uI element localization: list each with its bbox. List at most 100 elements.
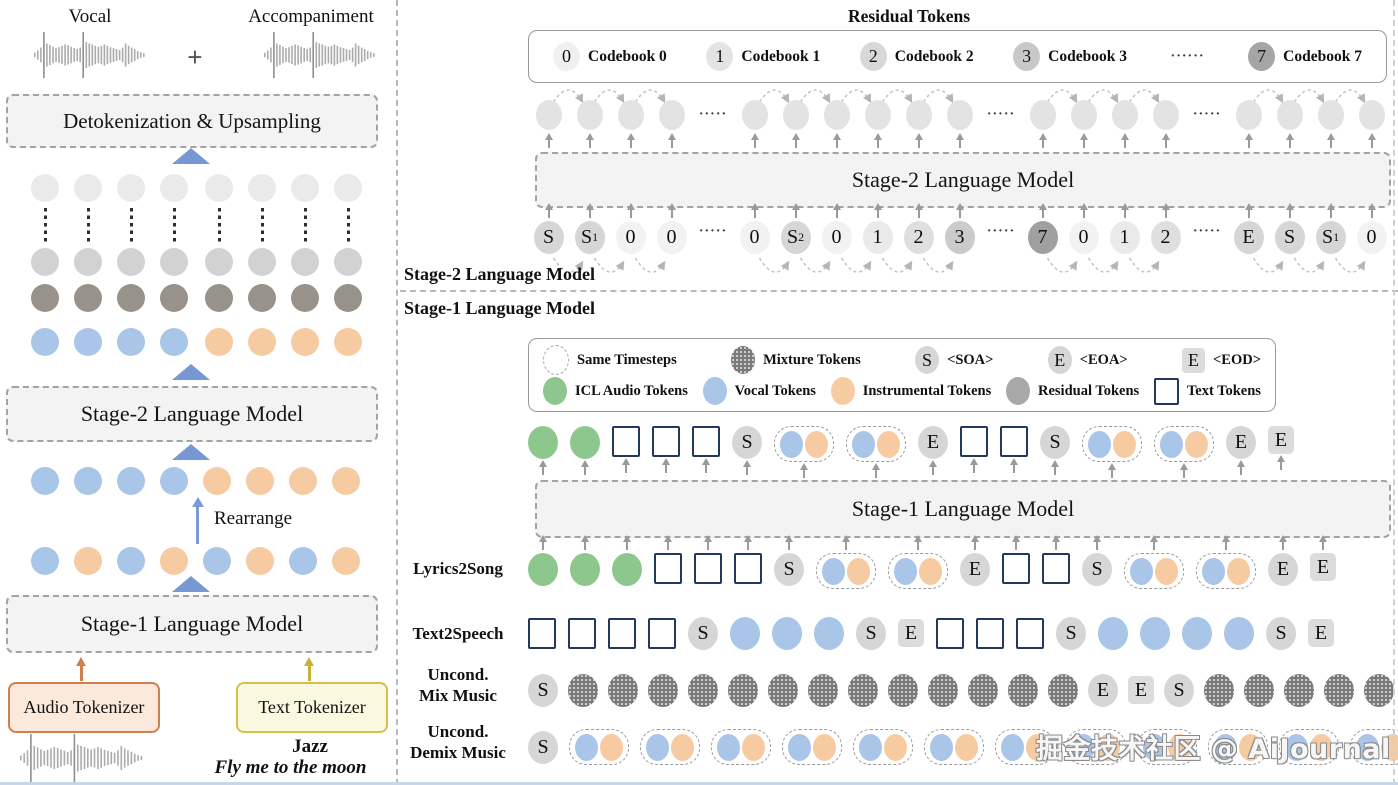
- grid-token-circle: [117, 328, 145, 356]
- output-circle-slot: [775, 100, 816, 148]
- up-arrow-icon: [539, 535, 547, 550]
- grid-token-circle: [248, 248, 276, 276]
- up-arrow-icon: [1120, 203, 1129, 218]
- mixture-token-icon: [731, 346, 756, 374]
- output-circle-slot: [898, 100, 939, 148]
- up-arrow-icon: [914, 203, 923, 218]
- residual-output-circle: [617, 100, 644, 130]
- input-token-slot: 2: [898, 203, 939, 254]
- soa-token: S: [774, 553, 804, 586]
- bottom-border: [0, 782, 1398, 785]
- up-arrow-icon: [622, 458, 630, 473]
- legend-item: ICL Audio Tokens: [543, 377, 688, 405]
- up-arrow-icon: [785, 535, 793, 550]
- up-arrow-icon: [873, 133, 882, 148]
- output-circle-slot: [1104, 100, 1145, 148]
- up-arrow-icon: [955, 203, 964, 218]
- up-arrow-icon: [1038, 203, 1047, 218]
- token-circle: [289, 467, 317, 495]
- text-token: [608, 617, 636, 649]
- vocal-token: [1001, 733, 1024, 761]
- up-arrow-icon: [1279, 535, 1287, 550]
- up-arrow-icon: [914, 535, 922, 550]
- left-stage2-model-box: Stage-2 Language Model: [6, 386, 378, 442]
- up-arrow-icon: [585, 203, 594, 218]
- vocal-token: [575, 733, 598, 761]
- instrumental-token: [1168, 733, 1191, 761]
- up-arrow-icon: [1326, 203, 1335, 218]
- text-token: [734, 553, 762, 584]
- token-with-arrow: E: [918, 426, 948, 475]
- codebook-token: 3: [944, 221, 975, 254]
- input-token-slot: 2: [1145, 203, 1186, 254]
- grid-token-circle: [334, 328, 362, 356]
- grid-token-circle: [31, 174, 59, 202]
- legend-item: Instrumental Tokens: [830, 377, 991, 405]
- token-grid: [0, 174, 396, 384]
- uncond-demix-music-label: Uncond. Demix Music: [410, 722, 506, 762]
- grid-token-circle: [74, 328, 102, 356]
- codebook-token: 0: [656, 221, 687, 254]
- output-circle-slot: [610, 100, 651, 148]
- codebook-token: 3: [1013, 42, 1041, 71]
- residual-tokens-title: Residual Tokens: [847, 6, 971, 26]
- legend-label: Same Timesteps: [577, 351, 677, 368]
- token-circle: [332, 547, 360, 575]
- ellipsis: ·····: [698, 107, 728, 122]
- uncond-demix-music-row: S: [528, 729, 1398, 765]
- token-icon: [702, 377, 727, 405]
- token-circle: [117, 547, 145, 575]
- token-circle: [332, 467, 360, 495]
- output-circle-slot: [1063, 100, 1104, 148]
- token-with-arrow: [846, 426, 906, 478]
- grid-token-circle: [291, 284, 319, 312]
- legend-row-1: Same Timesteps Mixture Tokens S <SOA> E <EOA>…: [543, 345, 1261, 375]
- icl-audio-token: [612, 553, 642, 586]
- codebook-label: Codebook 2: [894, 47, 974, 65]
- output-circle-slot: [939, 100, 980, 148]
- text-token: [1016, 617, 1044, 649]
- instrumental-token: [919, 557, 942, 585]
- stage1-legend: Same Timesteps Mixture Tokens S <SOA> E <EOA>…: [528, 338, 1276, 412]
- codebook-token: 2: [903, 221, 934, 254]
- up-arrow-icon: [1038, 133, 1047, 148]
- token-with-arrow: [694, 535, 722, 584]
- input-token-slot: 0: [816, 203, 857, 254]
- token-with-arrow: [612, 426, 640, 473]
- section-divider: [400, 290, 1398, 292]
- token-icon: [543, 377, 567, 405]
- vocal-instrumental-token-pair: [711, 729, 771, 765]
- eoa-token-icon: E: [1047, 346, 1072, 374]
- ellipsis: ·····: [986, 224, 1016, 239]
- token-with-arrow: [1042, 535, 1070, 584]
- token-with-arrow: S: [732, 426, 762, 475]
- text-token: [654, 553, 682, 584]
- mixture-token: [608, 673, 638, 707]
- mixture-token: [848, 673, 878, 707]
- token-with-arrow: [1196, 535, 1256, 589]
- vocal-instrumental-token-pair: [853, 729, 913, 765]
- token-with-arrow: S: [1040, 426, 1070, 475]
- up-arrow-icon: [750, 133, 759, 148]
- up-arrow-icon: [1150, 535, 1158, 550]
- residual-output-circle: [1358, 100, 1385, 130]
- soa-token: S: [1164, 673, 1194, 707]
- up-arrow-icon: [1010, 458, 1018, 473]
- input-token-slot: 0: [651, 203, 692, 254]
- ellipsis: ·····: [1192, 224, 1222, 239]
- grid-token-circle: [248, 328, 276, 356]
- up-arrow-icon: [1108, 463, 1116, 478]
- up-arrow-icon: [1244, 203, 1253, 218]
- codebook-legend-item: 1 Codebook 1: [706, 42, 820, 71]
- mixture-token: [1244, 673, 1274, 707]
- residual-output-circle: [1317, 100, 1344, 130]
- dotted-connector: [86, 208, 90, 242]
- input-token-slot: 0: [1351, 203, 1392, 254]
- up-triangle-icon: [172, 576, 210, 592]
- legend-item: Vocal Tokens: [702, 377, 816, 405]
- grid-token-circle: [291, 174, 319, 202]
- mixture-token: [1364, 673, 1394, 707]
- stage2-model-box: Stage-2 Language Model: [535, 152, 1391, 208]
